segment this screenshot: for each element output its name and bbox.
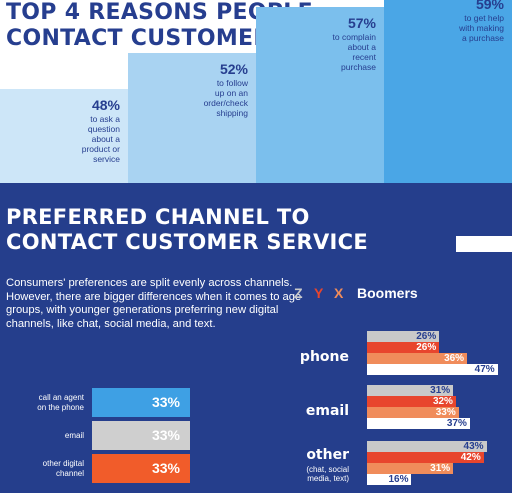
category-label: other [306,447,349,463]
generation-bar [367,407,459,418]
legend-entry: Y [314,285,324,301]
step-value-label: 48% [91,97,120,114]
legend-entry: X [334,285,344,301]
generation-bar-label: 33% [435,407,456,418]
generation-bar [367,331,440,342]
step-description-line: to complain [332,31,376,42]
generation-bar-label: 31% [430,463,451,474]
channel-value: 33% [92,421,190,450]
generation-bar [367,474,412,485]
channel-label: email [64,430,84,440]
generation-bar-label: 37% [446,418,467,429]
channel-label: call an agent [38,392,84,402]
generation-bar-label: 42% [460,452,481,463]
category-label: phone [299,349,349,365]
channel-value: 33% [92,388,190,417]
generation-bar [367,364,498,375]
step-description-line: to get help [464,13,504,24]
generation-bar [367,418,470,429]
generation-bar [367,342,440,353]
category-sublabel: media, text) [307,474,349,483]
step-bar [384,0,512,183]
pref-title-line1: PREFERRED CHANNEL TO [6,205,310,229]
step-description-line: question [87,124,120,135]
step-description-line: to ask a [90,114,120,125]
generation-bar-label: 47% [474,364,495,375]
decorative-white-bar [456,236,512,252]
category-label: email [305,403,349,419]
generation-bar [367,385,454,396]
generation-bar [367,441,487,452]
step-description-line: recent [352,51,376,62]
step-description-line: about a [347,41,376,52]
step-description-line: shipping [216,107,248,118]
generation-bar [367,353,468,364]
step-value-label: 59% [475,0,504,13]
generation-bar-label: 32% [432,396,453,407]
step-description-line: service [93,154,120,165]
channel-label: channel [55,468,84,478]
step-description-line: about a [91,134,120,145]
category-sublabel: (chat, social [306,465,349,474]
step-description-line: a purchase [461,33,504,44]
channel-value: 33% [92,454,190,483]
generation-bar-label: 36% [444,353,465,364]
generation-bar-label: 16% [388,474,409,485]
generation-bar [367,452,484,463]
step-description-line: product or [81,144,120,155]
channel-label: on the phone [37,402,84,412]
step-description-line: order/check [203,97,248,108]
step-description-line: purchase [341,61,376,72]
channel-label: other digital [42,458,84,468]
step-description-line: up on an [214,87,248,98]
step-description-line: with making [459,23,504,34]
generation-bar-label: 26% [416,331,437,342]
legend-entry: Z [294,285,303,301]
generation-bar-label: 31% [430,385,451,396]
generation-bar [367,463,454,474]
generation-bar-label: 43% [463,441,484,452]
generation-bar-label: 26% [416,342,437,353]
legend-entry: Boomers [357,285,418,301]
step-value-label: 52% [219,60,248,77]
step-bar [128,52,256,183]
step-value-label: 57% [347,14,376,31]
step-description-line: to follow [216,77,248,88]
generation-bar [367,396,456,407]
pref-title-line2: CONTACT CUSTOMER SERVICE [6,230,368,254]
step-bar [0,89,128,183]
step-bar [256,6,384,183]
description-paragraph: Consumers' preferences are split evenly … [6,277,302,330]
